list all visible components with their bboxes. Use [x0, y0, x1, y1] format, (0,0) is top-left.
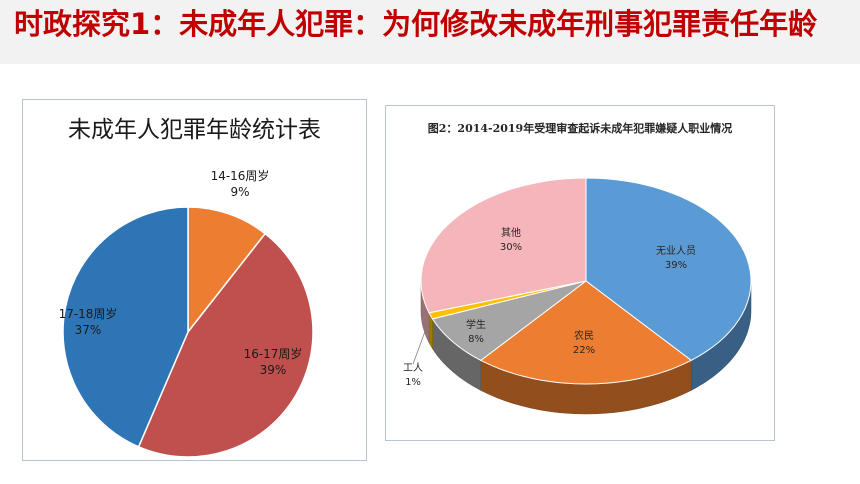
slice-category-label: 17-18周岁 [59, 306, 118, 321]
occupation-pie-chart: 图2：2014-2019年受理审查起诉未成年犯罪嫌疑人职业情况 无业人员 39% 农… [385, 105, 775, 441]
pie-slice [479, 280, 693, 385]
slice-category-label: 其他 [501, 226, 521, 239]
slide-title: 时政探究1：未成年人犯罪：为何修改未成年刑事犯罪责任年龄 [14, 7, 818, 41]
slice-category-label: 14-16周岁 [211, 168, 270, 183]
slice-category-label: 无业人员 [656, 245, 696, 257]
pie-slice [428, 280, 587, 320]
pie-slice [431, 280, 587, 361]
pie-slice [585, 177, 752, 361]
pie-slice [420, 177, 587, 314]
age-pie-chart: 未成年人犯罪年龄统计表 14-16周岁 9% 16-17周岁 39% 17-18周岁 37… [22, 99, 367, 461]
pie-slice [137, 232, 314, 458]
slice-value-label: 1% [405, 377, 421, 388]
slice-value-label: 8% [468, 334, 484, 345]
chart-title: 图2：2014-2019年受理审查起诉未成年犯罪嫌疑人职业情况 [427, 122, 733, 135]
pie-slice [62, 206, 189, 448]
slice-value-label: 37% [75, 323, 102, 337]
slice-value-label: 39% [260, 363, 287, 377]
occupation-pie-svg: 无业人员 39% 农民 22% 学生 8% 工人 1% 其他 30% [403, 177, 752, 415]
slice-value-label: 22% [573, 345, 595, 356]
slice-category-label: 工人 [403, 362, 423, 374]
slice-category-label: 16-17周岁 [244, 346, 303, 361]
slice-value-label: 30% [500, 242, 522, 253]
pie-slice [187, 206, 267, 335]
slice-value-label: 9% [230, 185, 249, 199]
label-leader-line [412, 317, 431, 365]
slice-value-label: 39% [665, 260, 687, 271]
slice-category-label: 学生 [466, 318, 486, 331]
age-pie-svg: 14-16周岁 9% 16-17周岁 39% 17-18周岁 37% [59, 168, 314, 458]
chart-title: 未成年人犯罪年龄统计表 [68, 117, 321, 143]
slice-category-label: 农民 [574, 329, 594, 342]
header-band [0, 0, 860, 64]
